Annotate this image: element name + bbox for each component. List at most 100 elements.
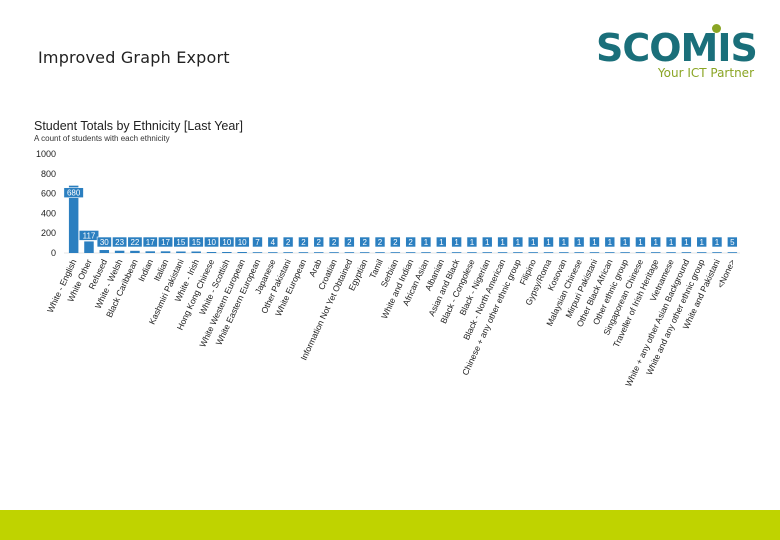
data-label-box bbox=[481, 236, 493, 248]
data-label: 2 bbox=[408, 238, 413, 247]
data-label: 15 bbox=[192, 238, 201, 247]
bar bbox=[620, 252, 630, 253]
y-tick-label: 1000 bbox=[36, 149, 56, 159]
y-tick-label: 200 bbox=[41, 228, 56, 238]
data-label-box bbox=[420, 236, 432, 248]
data-label-box bbox=[512, 236, 524, 248]
data-label-box bbox=[63, 187, 84, 198]
data-label: 1 bbox=[439, 238, 444, 247]
data-label: 2 bbox=[332, 238, 337, 247]
bar bbox=[482, 252, 492, 253]
data-label: 22 bbox=[130, 238, 139, 247]
data-label-box bbox=[543, 236, 554, 248]
bar bbox=[681, 252, 692, 253]
data-label: 680 bbox=[67, 189, 81, 198]
data-label-box bbox=[435, 236, 447, 248]
data-label-box bbox=[313, 236, 325, 248]
bar bbox=[206, 252, 217, 253]
bar bbox=[84, 241, 94, 253]
data-label: 4 bbox=[271, 238, 276, 247]
data-label: 1 bbox=[654, 238, 659, 247]
data-label-box bbox=[619, 236, 631, 248]
bar bbox=[390, 252, 401, 253]
y-tick-label: 400 bbox=[41, 208, 56, 218]
bar bbox=[130, 250, 140, 253]
data-label: 2 bbox=[317, 238, 322, 247]
data-label-box bbox=[727, 236, 738, 248]
data-label: 2 bbox=[301, 238, 306, 247]
data-label: 1 bbox=[424, 238, 429, 247]
footer-bar bbox=[0, 510, 780, 540]
data-label-box bbox=[96, 236, 112, 248]
data-label-box bbox=[142, 236, 158, 248]
data-label: 1 bbox=[623, 238, 628, 247]
scomis-logo: SCOMIS Your ICT Partner bbox=[596, 24, 758, 84]
data-label: 7 bbox=[255, 238, 260, 247]
bar bbox=[543, 252, 554, 253]
data-label-box bbox=[374, 236, 386, 248]
data-label: 2 bbox=[362, 238, 367, 247]
bar bbox=[421, 252, 431, 253]
data-label-box bbox=[635, 236, 646, 248]
data-label: 1 bbox=[577, 238, 582, 247]
logo-dot-icon bbox=[712, 24, 721, 33]
bar bbox=[559, 252, 569, 253]
bar bbox=[298, 252, 309, 253]
bar bbox=[191, 251, 201, 253]
data-label-box bbox=[451, 236, 462, 248]
logo-wordmark: SCOMIS bbox=[596, 26, 758, 70]
bar bbox=[727, 252, 738, 253]
logo-tagline: Your ICT Partner bbox=[657, 66, 754, 80]
bar bbox=[375, 252, 385, 253]
data-label: 1 bbox=[608, 238, 613, 247]
bar bbox=[237, 252, 247, 253]
bar bbox=[359, 252, 370, 253]
bar bbox=[666, 252, 676, 253]
data-label-box bbox=[390, 236, 401, 248]
data-label-box bbox=[173, 236, 189, 248]
data-label: 1 bbox=[699, 238, 704, 247]
bar bbox=[68, 185, 79, 253]
data-label: 10 bbox=[222, 238, 231, 247]
data-label-box bbox=[359, 236, 371, 248]
data-label-box bbox=[78, 230, 100, 241]
data-label: 1 bbox=[562, 238, 567, 247]
data-label-box bbox=[497, 236, 508, 248]
data-label-box bbox=[558, 236, 570, 248]
data-label-box bbox=[589, 236, 600, 248]
data-label-box bbox=[267, 236, 279, 248]
data-label-box bbox=[665, 236, 677, 248]
bar bbox=[252, 252, 263, 253]
data-label: 1 bbox=[669, 238, 674, 247]
bar bbox=[222, 252, 232, 253]
data-label-box bbox=[188, 236, 204, 248]
y-tick-label: 800 bbox=[41, 169, 56, 179]
y-tick-label: 600 bbox=[41, 189, 56, 199]
chart-subtitle: A count of students with each ethnicity bbox=[34, 134, 170, 143]
data-label: 15 bbox=[176, 238, 185, 247]
bar bbox=[314, 252, 324, 253]
data-label-box bbox=[282, 236, 294, 248]
data-label: 23 bbox=[115, 238, 124, 247]
bar bbox=[436, 252, 447, 253]
data-label-box bbox=[650, 236, 662, 248]
data-label: 1 bbox=[531, 238, 536, 247]
bar bbox=[712, 252, 722, 253]
bar bbox=[114, 250, 125, 253]
data-label-box bbox=[219, 236, 235, 248]
data-label-box bbox=[405, 236, 416, 248]
bar bbox=[268, 252, 278, 253]
chart-title: Student Totals by Ethnicity [Last Year] bbox=[34, 119, 243, 133]
data-label-box bbox=[158, 236, 174, 248]
bar bbox=[651, 252, 661, 253]
data-label: 5 bbox=[730, 238, 735, 247]
bar bbox=[635, 252, 646, 253]
data-label-box bbox=[681, 236, 692, 248]
data-label-box bbox=[298, 236, 309, 248]
bar bbox=[574, 252, 584, 253]
bar bbox=[467, 252, 477, 253]
data-label: 1 bbox=[638, 238, 643, 247]
data-label-box bbox=[344, 236, 355, 248]
